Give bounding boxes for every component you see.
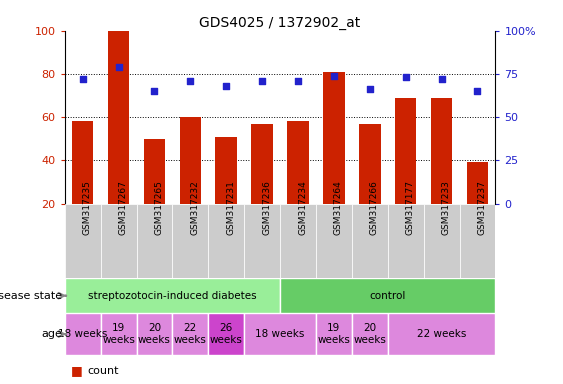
Bar (137, 313, 172, 355)
Text: age: age (41, 329, 62, 339)
Text: GSM317267: GSM317267 (119, 180, 128, 235)
Text: GSM317232: GSM317232 (190, 180, 199, 235)
Bar (101, 313, 137, 355)
Bar (216, 137, 237, 204)
Bar (287, 121, 309, 204)
Bar (388, 204, 424, 278)
Text: 18 weeks: 18 weeks (256, 329, 305, 339)
Point (78, 76, 87, 82)
Bar (137, 204, 172, 278)
Point (258, 78, 267, 84)
Point (365, 86, 374, 93)
Bar (359, 124, 381, 204)
Point (329, 73, 338, 79)
Point (114, 64, 123, 70)
Text: GSM317237: GSM317237 (477, 180, 486, 235)
Text: control: control (369, 291, 406, 301)
Text: GSM317234: GSM317234 (298, 180, 307, 235)
Text: 20
weeks: 20 weeks (138, 323, 171, 345)
Bar (467, 162, 488, 204)
Text: 20
weeks: 20 weeks (354, 323, 386, 345)
Text: 26
weeks: 26 weeks (210, 323, 243, 345)
Point (401, 74, 410, 81)
Text: GSM317177: GSM317177 (406, 180, 415, 235)
Text: GSM317265: GSM317265 (154, 180, 163, 235)
Title: GDS4025 / 1372902_at: GDS4025 / 1372902_at (199, 16, 361, 30)
Text: ■: ■ (70, 383, 82, 384)
Bar (352, 313, 388, 355)
Text: count: count (87, 366, 119, 376)
Text: disease state: disease state (0, 291, 62, 301)
Point (150, 88, 159, 94)
Bar (244, 313, 316, 355)
Point (473, 88, 482, 94)
Point (186, 78, 195, 84)
Bar (208, 204, 244, 278)
Text: 22
weeks: 22 weeks (174, 323, 207, 345)
Bar (323, 72, 345, 204)
Bar (395, 98, 417, 204)
Point (222, 83, 231, 89)
Bar (101, 204, 137, 278)
Point (437, 76, 446, 82)
Bar (180, 117, 201, 204)
Text: 19
weeks: 19 weeks (318, 323, 350, 345)
Bar (172, 204, 208, 278)
Bar (431, 98, 452, 204)
Bar (388, 313, 495, 355)
Text: 22 weeks: 22 weeks (417, 329, 466, 339)
Point (293, 78, 302, 84)
Bar (251, 124, 273, 204)
Bar (72, 121, 93, 204)
Bar (352, 204, 388, 278)
Text: 19
weeks: 19 weeks (102, 323, 135, 345)
Text: GSM317236: GSM317236 (262, 180, 271, 235)
Bar (244, 204, 280, 278)
Bar (280, 204, 316, 278)
Bar (208, 313, 244, 355)
Bar (459, 204, 495, 278)
Text: GSM317266: GSM317266 (370, 180, 379, 235)
Text: streptozotocin-induced diabetes: streptozotocin-induced diabetes (88, 291, 257, 301)
Bar (424, 204, 459, 278)
Text: GSM317264: GSM317264 (334, 180, 343, 235)
Text: GSM317233: GSM317233 (441, 180, 450, 235)
Text: GSM317231: GSM317231 (226, 180, 235, 235)
Bar (144, 139, 166, 204)
Bar (65, 313, 101, 355)
Bar (65, 278, 280, 313)
Bar (280, 278, 495, 313)
Text: ■: ■ (70, 364, 82, 377)
Text: GSM317235: GSM317235 (83, 180, 92, 235)
Text: 18 weeks: 18 weeks (58, 329, 108, 339)
Bar (316, 313, 352, 355)
Bar (316, 204, 352, 278)
Bar (65, 204, 101, 278)
Bar (108, 31, 129, 204)
Bar (172, 313, 208, 355)
